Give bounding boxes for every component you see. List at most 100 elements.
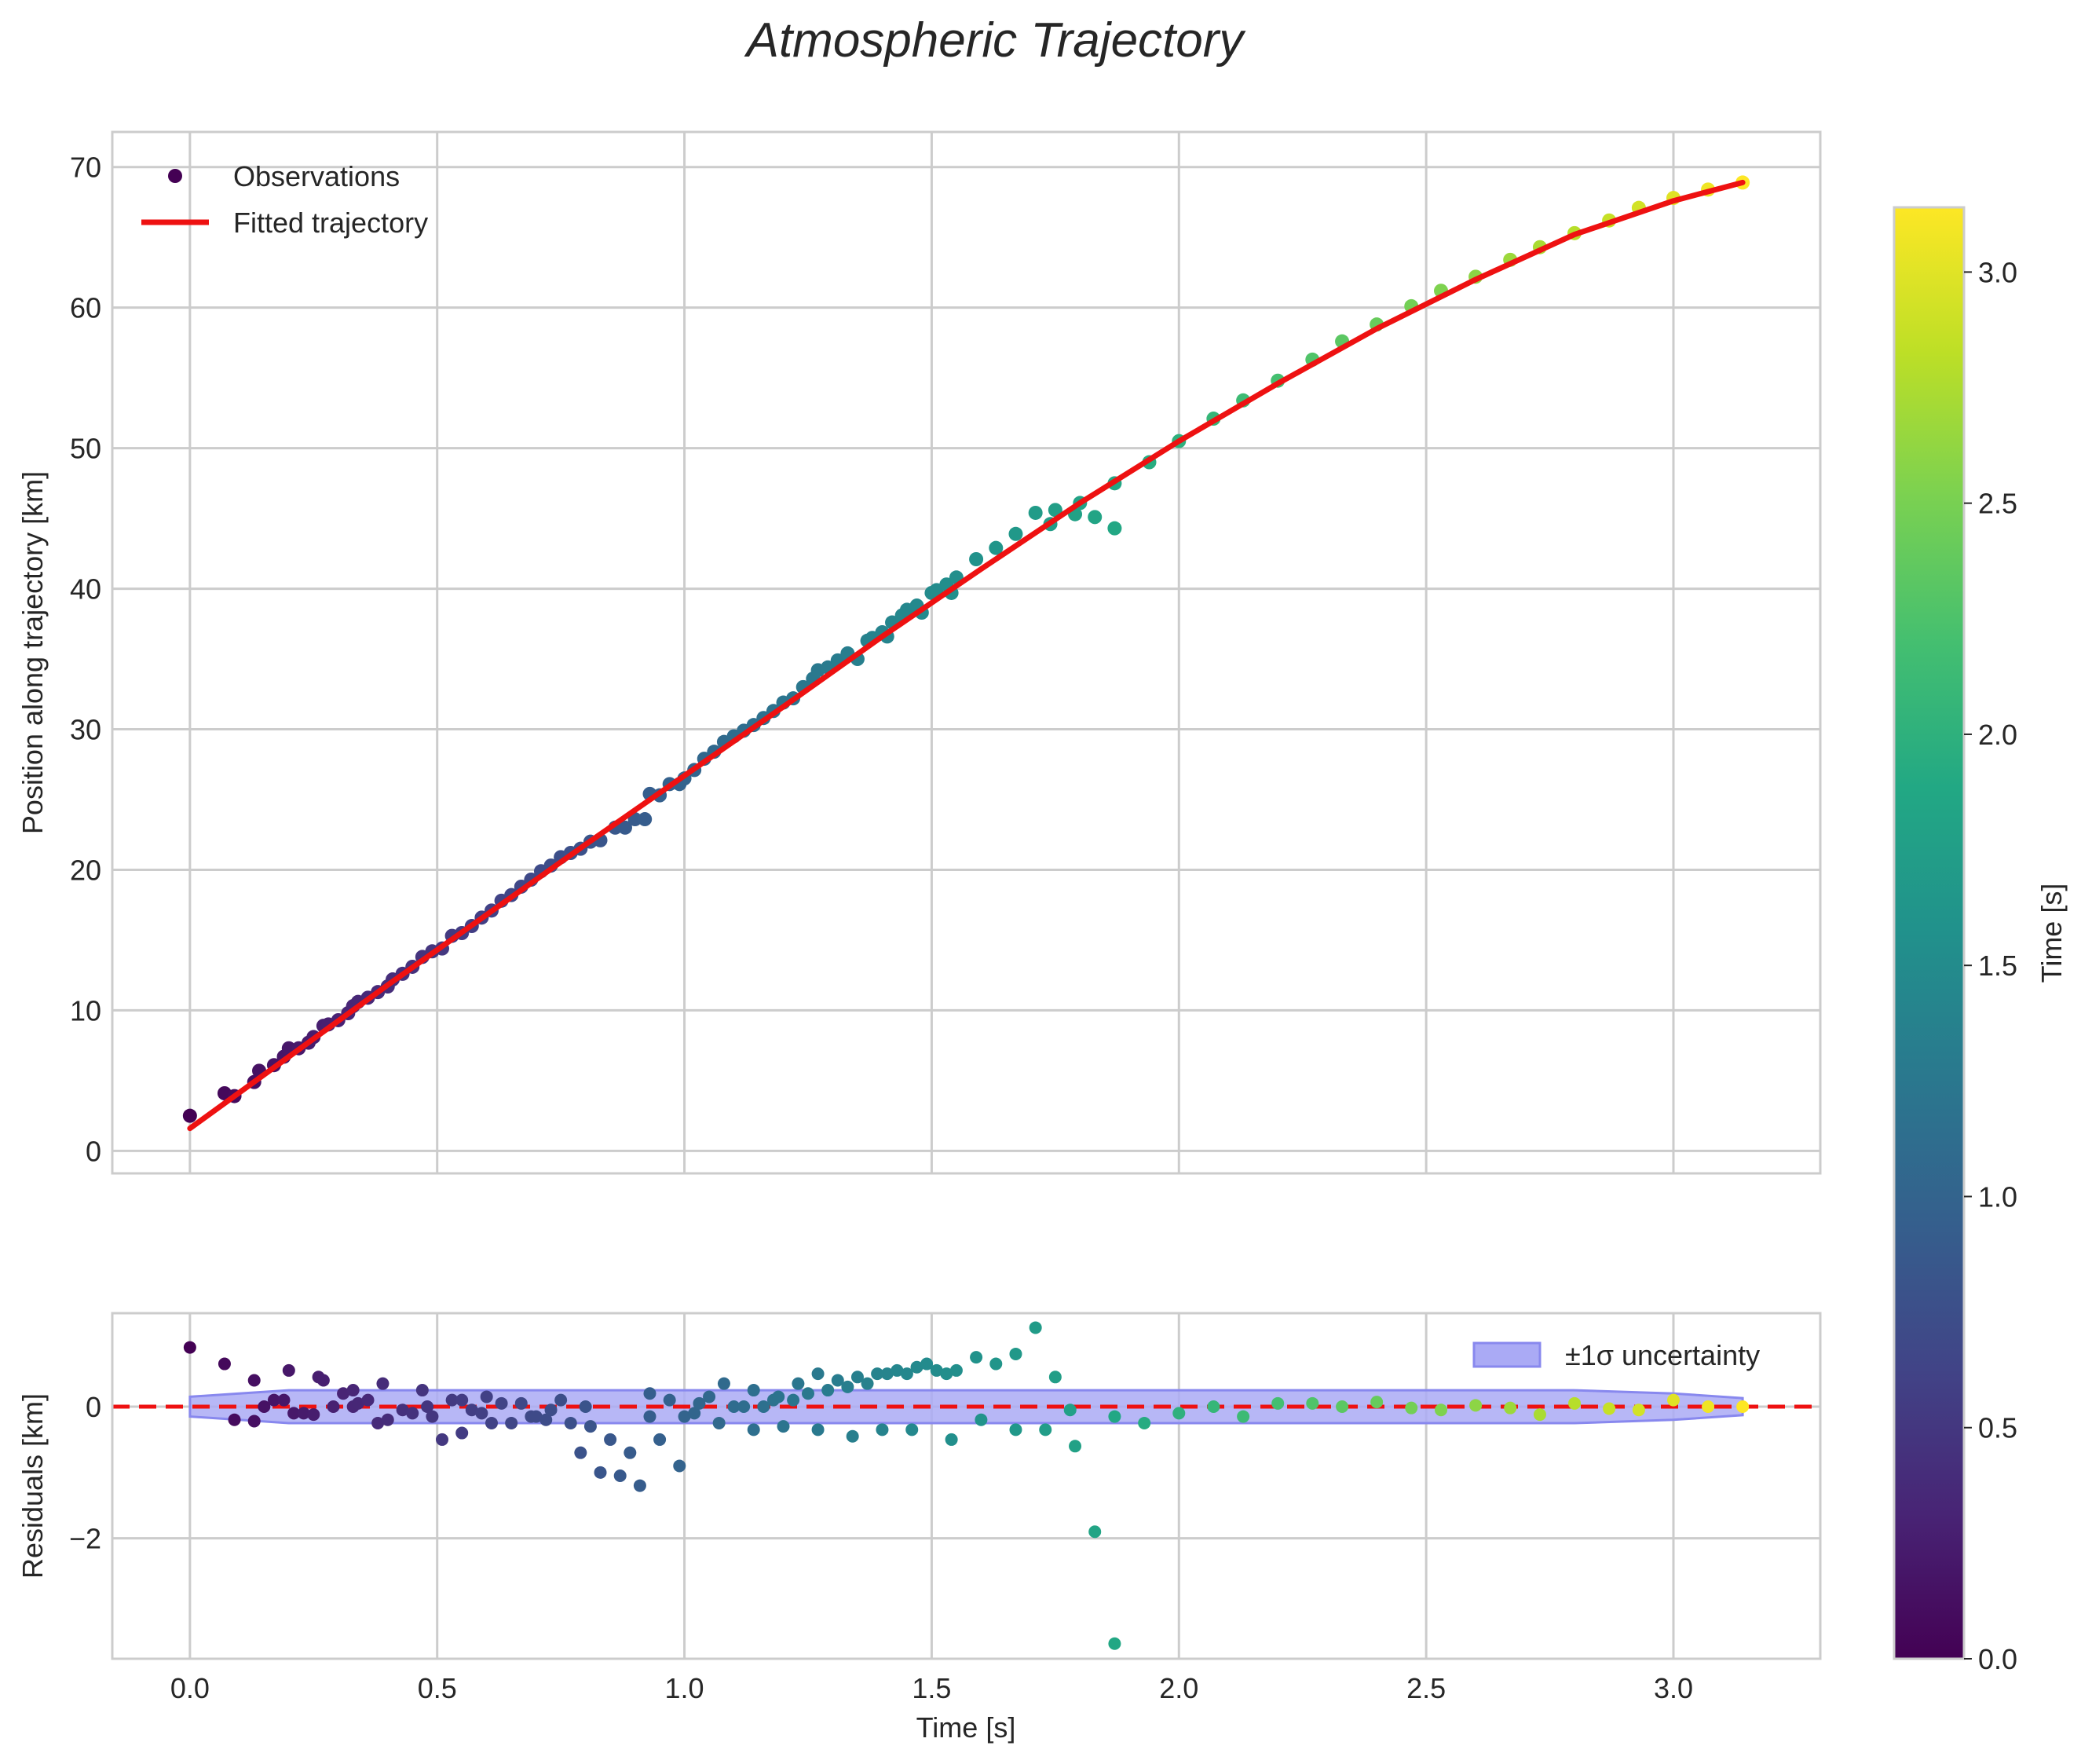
residual-point [228, 1413, 241, 1426]
residual-point [316, 1374, 330, 1387]
residuals-legend: ±1σ uncertainty [1472, 1339, 1760, 1371]
observation-point [1048, 503, 1062, 518]
residual-point [480, 1390, 493, 1404]
residual-point [663, 1393, 676, 1407]
residual-point [693, 1396, 706, 1410]
residual-point [381, 1413, 394, 1426]
residuals-plot-area [112, 1313, 1820, 1659]
residual-point [1108, 1637, 1121, 1650]
residual-point [1603, 1402, 1616, 1415]
residual-point [376, 1377, 390, 1390]
residual-point [703, 1390, 716, 1404]
observation-point [1088, 510, 1103, 525]
residual-point [554, 1393, 568, 1407]
residual-point [846, 1429, 859, 1443]
residual-point [772, 1390, 785, 1404]
x-tick-label: 2.0 [1159, 1672, 1198, 1704]
residual-point [747, 1423, 760, 1436]
observation-point [618, 820, 633, 835]
residual-point [801, 1387, 814, 1400]
residual-point [1370, 1396, 1384, 1409]
residual-point [861, 1377, 874, 1390]
residual-point [604, 1433, 617, 1446]
residual-point [1039, 1423, 1052, 1436]
residual-point [876, 1423, 889, 1436]
residual-point [1108, 1410, 1121, 1423]
main-y-tick-label: 20 [70, 854, 101, 886]
fitted-trajectory-line [187, 179, 1746, 1132]
observation-point [989, 540, 1004, 555]
colorbar: 0.0 0.5 1.0 1.5 2.0 2.5 3.0 Time [s] [1893, 206, 2068, 1675]
colorbar-ticks: 0.0 0.5 1.0 1.5 2.0 2.5 3.0 [1964, 256, 2017, 1675]
observation-point [969, 552, 984, 566]
residual-point [346, 1384, 360, 1397]
residuals-x-ticks: 0.0 0.5 1.0 1.5 2.0 2.5 3.0 [170, 1672, 1693, 1704]
main-legend: Observations Fitted trajectory [141, 160, 428, 239]
residual-point [871, 1367, 884, 1381]
residual-point [970, 1351, 983, 1364]
residual-point [455, 1426, 469, 1440]
main-y-axis-label: Position along trajectory [km] [16, 471, 49, 834]
x-tick-label: 2.5 [1406, 1672, 1446, 1704]
residual-point [811, 1367, 825, 1381]
main-y-tick-label: 30 [70, 714, 101, 746]
observation-point [1008, 526, 1023, 541]
residual-point [514, 1396, 528, 1410]
residual-point [396, 1404, 409, 1417]
residual-point [792, 1377, 805, 1390]
residuals-y-ticks: −2 0 [69, 1391, 101, 1555]
residual-point [841, 1380, 854, 1393]
residual-point [1029, 1321, 1042, 1334]
residual-point [465, 1404, 478, 1417]
residual-point [371, 1416, 385, 1429]
colorbar-tick-label: 2.0 [1978, 719, 2017, 751]
residual-point [564, 1416, 577, 1429]
residual-point [1172, 1407, 1186, 1420]
residual-point [282, 1363, 295, 1377]
main-y-tick-label: 60 [70, 292, 101, 324]
legend-uncertainty-label: ±1σ uncertainty [1565, 1339, 1760, 1371]
residual-point [643, 1410, 656, 1423]
residual-point [1271, 1396, 1285, 1410]
residual-point [406, 1407, 419, 1420]
residual-point [351, 1396, 364, 1410]
residual-point [297, 1407, 310, 1420]
residual-point [475, 1407, 488, 1420]
main-panel: 0 10 20 30 40 50 60 70 Position along trajector… [16, 130, 1822, 1175]
residual-point [940, 1367, 953, 1381]
residual-point [327, 1400, 340, 1414]
residual-point [905, 1423, 919, 1436]
residual-point [831, 1374, 844, 1387]
observation-point [638, 812, 653, 827]
colorbar-gradient [1893, 206, 1966, 1660]
residual-point [1435, 1404, 1448, 1417]
residual-point [485, 1416, 498, 1429]
residual-point [1138, 1416, 1151, 1429]
residual-point [505, 1416, 518, 1429]
residual-point [633, 1479, 646, 1492]
legend-uncertainty-swatch [1472, 1341, 1542, 1368]
residual-point [613, 1469, 627, 1483]
colorbar-tick-label: 1.5 [1978, 950, 2017, 982]
residual-point [544, 1404, 558, 1417]
residual-point [1533, 1408, 1546, 1422]
residual-point [579, 1400, 592, 1414]
residual-point [436, 1433, 449, 1446]
legend-observations-marker [168, 169, 182, 183]
residual-point [717, 1377, 730, 1390]
x-tick-label: 0.0 [170, 1672, 210, 1704]
residual-point [594, 1466, 607, 1479]
residual-point [643, 1387, 656, 1400]
residual-point [850, 1371, 864, 1384]
residual-point [989, 1357, 1003, 1371]
residual-point [624, 1446, 637, 1459]
residual-point [1088, 1525, 1102, 1539]
residual-point [445, 1393, 459, 1407]
residual-point [949, 1363, 963, 1377]
residuals-axes-frame [111, 1312, 1822, 1660]
residual-point [247, 1414, 261, 1428]
residual-point [1702, 1400, 1715, 1414]
residual-point [258, 1400, 271, 1414]
residual-point [539, 1413, 553, 1426]
